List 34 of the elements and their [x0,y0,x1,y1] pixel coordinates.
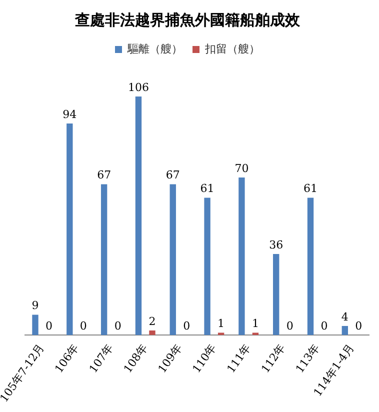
data-label: 94 [62,108,77,121]
bar [238,177,245,335]
bar [170,184,176,335]
data-label: 0 [355,319,362,332]
data-label: 1 [218,317,225,330]
data-label: 106 [128,80,149,94]
data-label: 1 [252,317,259,330]
bar [135,96,142,335]
data-label: 61 [304,182,318,196]
data-label: 67 [97,168,112,182]
data-label: 9 [32,299,39,312]
bar [32,314,38,335]
data-label: 67 [166,168,180,182]
data-label: 70 [234,162,249,175]
bar [100,184,108,335]
legend-label: 驅離（艘） [126,42,182,56]
data-label: 4 [341,310,348,324]
data-label: 0 [46,319,53,332]
data-label: 0 [320,319,328,332]
data-label: 2 [148,314,156,328]
bar [66,123,73,335]
data-label: 36 [269,238,284,252]
bar [149,330,156,335]
chart-title: 查處非法越界捕魚外國籍船舶成效 [74,10,301,29]
bar [204,198,210,335]
bar [307,198,314,335]
data-label: 0 [183,319,190,332]
data-label: 0 [286,319,294,332]
legend-label: 扣留（艘） [204,42,260,56]
data-label: 0 [114,319,122,332]
data-label: 61 [200,182,214,196]
data-label: 0 [80,319,87,332]
bar [342,326,348,335]
bar [273,254,280,335]
